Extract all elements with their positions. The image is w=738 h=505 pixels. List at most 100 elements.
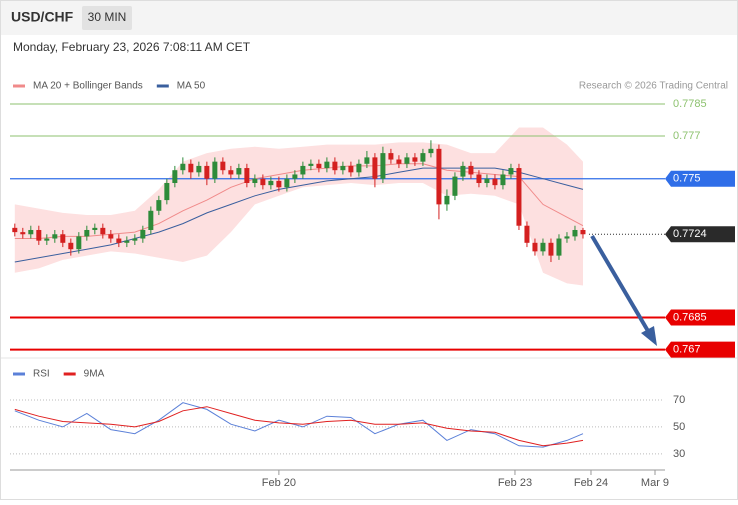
legend-label: RSI: [33, 369, 50, 380]
candle-body: [548, 242, 554, 256]
symbol: USD/CHF: [11, 9, 74, 25]
candle-body: [292, 174, 298, 179]
candle-body: [532, 242, 538, 252]
candle-body: [260, 178, 266, 186]
x-tick-label: Feb 23: [498, 477, 532, 489]
legend-label: MA 20 + Bollinger Bands: [33, 81, 143, 92]
candle-body: [364, 157, 370, 164]
candle-body: [84, 229, 90, 237]
candle-body: [68, 242, 74, 250]
candle-body: [76, 236, 82, 250]
x-tick-label: Feb 20: [262, 477, 296, 489]
candle-body: [92, 227, 98, 230]
level-label: 0.767: [673, 343, 701, 355]
candle-body: [188, 163, 194, 173]
y-tick-label: 70: [673, 394, 685, 406]
candle-body: [252, 178, 258, 184]
candle-body: [196, 165, 202, 173]
candle-body: [340, 165, 346, 171]
candle-body: [284, 178, 290, 188]
candle-body: [396, 159, 402, 164]
candle-body: [476, 174, 482, 184]
candle-body: [332, 161, 338, 171]
copyright: Research © 2026 Trading Central: [579, 81, 728, 92]
candle-body: [524, 225, 530, 243]
candle-body: [428, 148, 434, 154]
candle-body: [52, 234, 58, 239]
interval[interactable]: 30 MIN: [88, 10, 127, 24]
candle-body: [268, 180, 274, 186]
candle-body: [436, 148, 442, 205]
candle-body: [388, 153, 394, 160]
candle-body: [452, 176, 458, 196]
level-label: 0.7724: [673, 228, 707, 240]
candle-body: [148, 210, 154, 230]
level-label: 0.777: [673, 130, 701, 142]
candle-body: [220, 161, 226, 171]
candle-body: [164, 183, 170, 201]
candle-body: [572, 229, 578, 237]
candle-body: [124, 240, 130, 243]
y-tick-label: 50: [673, 421, 685, 433]
candle-body: [484, 178, 490, 184]
candle-body: [380, 153, 386, 179]
candle-body: [508, 168, 514, 175]
rsi-panel: 30 50 70 Feb 20 Feb 23 Feb 24 Mar 9 RSI 9MA: [10, 369, 685, 489]
candle-body: [28, 229, 34, 235]
candle-body: [236, 168, 242, 175]
candle-body: [180, 163, 186, 171]
candle-body: [36, 229, 42, 241]
level-label: 0.7785: [673, 98, 707, 110]
candle-body: [308, 163, 314, 166]
x-tick-label: Feb 24: [574, 477, 608, 489]
level-box: [665, 309, 735, 326]
candle-body: [444, 195, 450, 205]
legend-label: 9MA: [84, 369, 105, 380]
candle-body: [156, 200, 162, 211]
legend-label: MA 50: [177, 81, 206, 92]
candle-body: [348, 165, 354, 173]
candle-body: [20, 232, 26, 235]
candle-body: [300, 165, 306, 175]
level-box: [665, 341, 735, 358]
candle-body: [108, 234, 114, 239]
y-tick-label: 30: [673, 448, 685, 460]
candle-body: [500, 174, 506, 186]
indicator-line: [14, 406, 584, 447]
candle-body: [316, 163, 322, 169]
forecast-arrowhead: [641, 326, 657, 346]
candle-body: [100, 227, 106, 235]
level-box: [665, 226, 735, 243]
candle-body: [324, 161, 330, 169]
candle-body: [60, 234, 66, 243]
candle-body: [44, 238, 50, 241]
candle-body: [204, 165, 210, 179]
candle-body: [516, 168, 522, 226]
indicator-line: [14, 402, 584, 448]
datetime: Monday, February 23, 2026 7:08:11 AM CET: [13, 40, 251, 54]
x-tick-label: Mar 9: [641, 477, 669, 489]
candle-body: [556, 238, 562, 256]
ma-line: [14, 167, 584, 263]
candle-body: [460, 165, 466, 177]
candle-body: [116, 238, 122, 243]
candle-body: [212, 161, 218, 179]
candle-body: [276, 180, 282, 188]
level-label: 0.7685: [673, 311, 707, 323]
candle-body: [412, 157, 418, 162]
level-box: [665, 170, 735, 187]
forecast-arrow: [590, 234, 650, 333]
candle-body: [356, 163, 362, 173]
price-panel: 0.7785 0.777 0.775 0.7724 0.7685 0.767 MA 20 +…: [10, 81, 735, 358]
candle-body: [540, 242, 546, 252]
candle-body: [404, 157, 410, 164]
interval-box[interactable]: [82, 6, 132, 30]
candle-body: [580, 229, 586, 235]
candle-body: [132, 238, 138, 241]
candle-body: [12, 227, 18, 233]
candle-body: [372, 157, 378, 179]
candle-body: [140, 229, 146, 239]
candle-body: [244, 168, 250, 184]
